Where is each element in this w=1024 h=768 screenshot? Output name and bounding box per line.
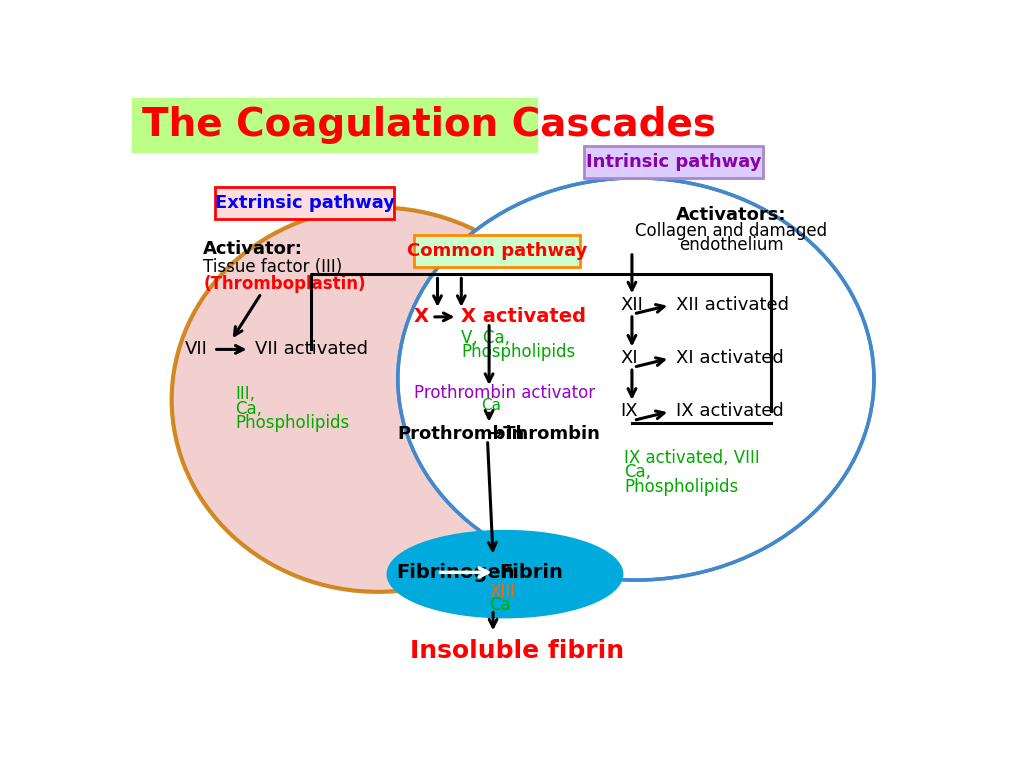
Text: Prothrombin activator: Prothrombin activator bbox=[414, 383, 595, 402]
FancyBboxPatch shape bbox=[215, 187, 394, 220]
Text: XI: XI bbox=[620, 349, 638, 367]
Text: Activator:: Activator: bbox=[204, 240, 303, 258]
Text: Ca,: Ca, bbox=[624, 463, 651, 482]
Ellipse shape bbox=[388, 531, 622, 617]
Text: Phospholipids: Phospholipids bbox=[624, 478, 738, 496]
Text: →Thrombin: →Thrombin bbox=[487, 425, 599, 443]
Ellipse shape bbox=[172, 207, 585, 592]
Text: X activated: X activated bbox=[461, 307, 587, 326]
Text: Activators:: Activators: bbox=[676, 206, 786, 224]
Text: VII activated: VII activated bbox=[255, 340, 368, 359]
Text: Ca,: Ca, bbox=[236, 399, 262, 418]
Ellipse shape bbox=[397, 178, 873, 580]
Text: XI activated: XI activated bbox=[676, 349, 783, 367]
Text: XIII: XIII bbox=[489, 583, 515, 601]
Text: Intrinsic pathway: Intrinsic pathway bbox=[586, 153, 762, 171]
Text: (Thromboplastin): (Thromboplastin) bbox=[204, 276, 366, 293]
Text: IX: IX bbox=[620, 402, 638, 421]
Text: Tissue factor (III): Tissue factor (III) bbox=[204, 257, 343, 276]
Text: IX activated: IX activated bbox=[676, 402, 783, 421]
Text: XII: XII bbox=[620, 296, 643, 314]
Text: Collagen and damaged: Collagen and damaged bbox=[635, 222, 827, 240]
Text: endothelium: endothelium bbox=[679, 236, 783, 253]
Text: IX activated, VIII: IX activated, VIII bbox=[624, 449, 760, 467]
Text: Ca: Ca bbox=[481, 398, 501, 413]
Text: X: X bbox=[414, 307, 429, 326]
FancyBboxPatch shape bbox=[132, 98, 537, 153]
Text: Fibrin: Fibrin bbox=[500, 563, 563, 582]
Text: Ca: Ca bbox=[489, 597, 511, 614]
Text: Extrinsic pathway: Extrinsic pathway bbox=[215, 194, 394, 212]
Text: XII activated: XII activated bbox=[676, 296, 788, 314]
FancyBboxPatch shape bbox=[414, 235, 581, 266]
Text: Prothrombin: Prothrombin bbox=[397, 425, 525, 443]
Text: V, Ca,: V, Ca, bbox=[461, 329, 510, 346]
Text: The Coagulation Cascades: The Coagulation Cascades bbox=[142, 106, 716, 144]
FancyBboxPatch shape bbox=[585, 146, 763, 178]
Text: Phospholipids: Phospholipids bbox=[461, 343, 575, 362]
Text: Insoluble fibrin: Insoluble fibrin bbox=[410, 639, 624, 663]
Text: Fibrinogen: Fibrinogen bbox=[396, 563, 515, 582]
Text: Phospholipids: Phospholipids bbox=[236, 414, 349, 432]
Text: III,: III, bbox=[236, 385, 255, 402]
Text: Common pathway: Common pathway bbox=[407, 242, 587, 260]
Text: VII: VII bbox=[185, 340, 208, 359]
